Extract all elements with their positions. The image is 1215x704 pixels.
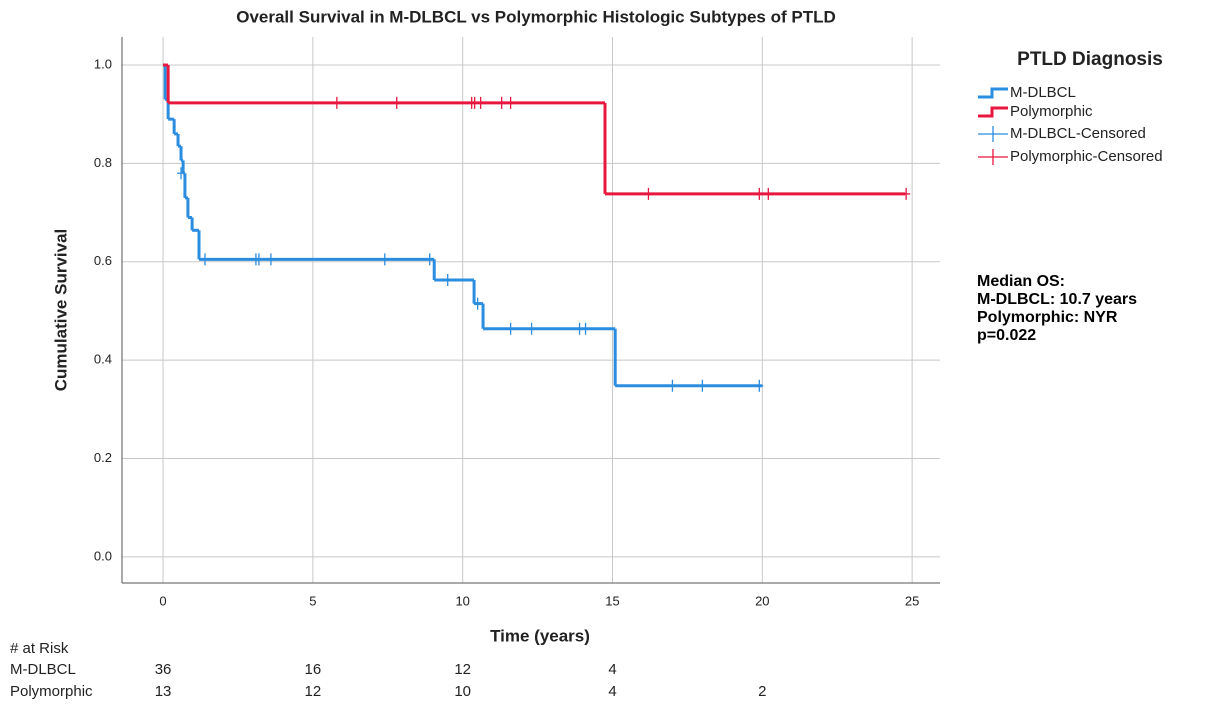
y-tick-label: 0.8 bbox=[94, 155, 112, 170]
censor-mark bbox=[443, 273, 452, 286]
legend-title: PTLD Diagnosis bbox=[1017, 49, 1163, 70]
x-axis-label: Time (years) bbox=[490, 626, 590, 645]
annotation: M-DLBCL: 10.7 years bbox=[977, 291, 1137, 308]
at-risk-title: # at Risk bbox=[10, 640, 69, 657]
x-tick-label: 0 bbox=[159, 593, 166, 608]
censor-mark bbox=[506, 322, 515, 335]
censor-mark bbox=[644, 187, 653, 200]
at-risk-value: 4 bbox=[608, 683, 616, 700]
censor-mark bbox=[506, 96, 515, 109]
at-risk-value: 2 bbox=[758, 683, 766, 700]
y-axis-label: Cumulative Survival bbox=[51, 229, 70, 392]
y-tick-label: 0.0 bbox=[94, 548, 112, 563]
x-tick-label: 5 bbox=[309, 593, 316, 608]
y-tick-label: 0.4 bbox=[94, 352, 112, 367]
legend-line bbox=[978, 106, 1008, 118]
censor-mark bbox=[200, 253, 209, 266]
at-risk-label: M-DLBCL bbox=[10, 661, 76, 678]
annotation: p=0.022 bbox=[977, 327, 1036, 344]
censor-mark bbox=[266, 253, 275, 266]
y-tick-label: 1.0 bbox=[94, 56, 112, 71]
censor-mark bbox=[527, 322, 536, 335]
censor-mark bbox=[902, 187, 911, 200]
x-tick-label: 25 bbox=[905, 593, 919, 608]
legend-label: M-DLBCL bbox=[1010, 84, 1076, 101]
censor-mark bbox=[425, 253, 434, 266]
x-tick-label: 10 bbox=[455, 593, 469, 608]
annotation: Polymorphic: NYR bbox=[977, 309, 1118, 326]
at-risk-value: 4 bbox=[608, 661, 616, 678]
censor-mark bbox=[698, 379, 707, 392]
at-risk-value: 12 bbox=[305, 683, 322, 700]
at-risk-label: Polymorphic bbox=[10, 683, 93, 700]
censor-mark bbox=[668, 379, 677, 392]
annotation: Median OS: bbox=[977, 273, 1065, 290]
at-risk-value: 36 bbox=[155, 661, 172, 678]
legend-label: Polymorphic bbox=[1010, 103, 1093, 120]
censor-mark bbox=[473, 297, 482, 310]
censor-mark bbox=[177, 167, 186, 180]
y-tick-label: 0.2 bbox=[94, 450, 112, 465]
censor-mark bbox=[581, 322, 590, 335]
legend-cross bbox=[978, 126, 1008, 142]
censor-mark bbox=[392, 96, 401, 109]
y-tick-label: 0.6 bbox=[94, 253, 112, 268]
x-tick-label: 15 bbox=[605, 593, 619, 608]
censor-mark bbox=[254, 253, 263, 266]
censor-mark bbox=[476, 96, 485, 109]
censor-mark bbox=[755, 187, 764, 200]
at-risk-value: 16 bbox=[305, 661, 322, 678]
legend-label: M-DLBCL-Censored bbox=[1010, 125, 1146, 142]
legend-line bbox=[978, 87, 1008, 99]
at-risk-value: 12 bbox=[454, 661, 471, 678]
x-tick-label: 20 bbox=[755, 593, 769, 608]
at-risk-value: 13 bbox=[155, 683, 172, 700]
chart-title: Overall Survival in M-DLBCL vs Polymorph… bbox=[236, 7, 836, 26]
censor-mark bbox=[755, 379, 764, 392]
censor-mark bbox=[380, 253, 389, 266]
at-risk-value: 10 bbox=[454, 683, 471, 700]
legend-label: Polymorphic-Censored bbox=[1010, 148, 1163, 165]
censor-mark bbox=[332, 96, 341, 109]
censor-mark bbox=[764, 187, 773, 200]
legend-cross bbox=[978, 149, 1008, 165]
censor-mark bbox=[497, 96, 506, 109]
